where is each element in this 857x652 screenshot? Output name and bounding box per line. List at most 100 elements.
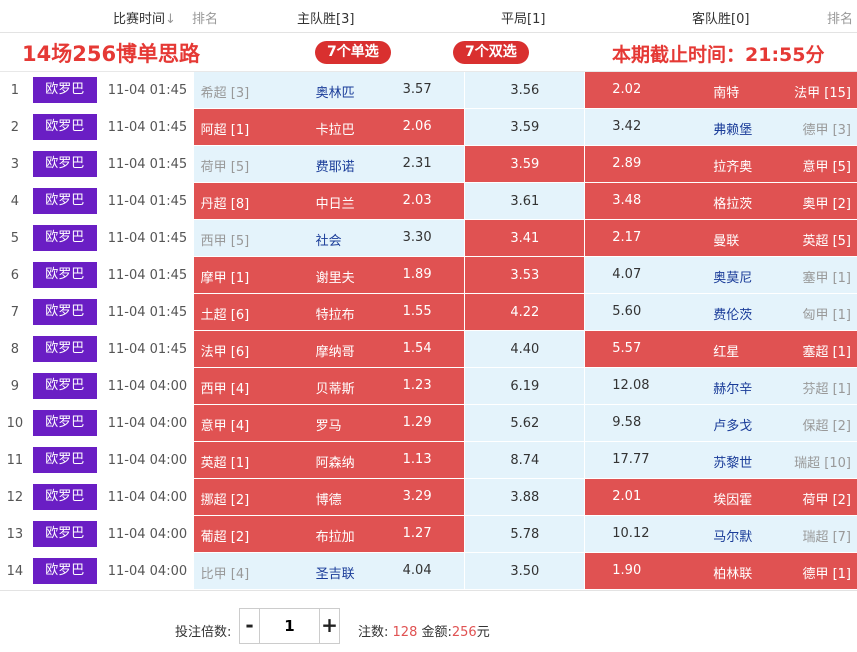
multiplier-stepper[interactable]: - + (239, 608, 340, 644)
draw-option[interactable]: 3.61 (464, 182, 586, 220)
league-cell: 欧罗巴 (29, 515, 100, 553)
away-win-option[interactable]: 3.48 格拉茨 奥甲 [2] (584, 182, 857, 220)
draw-option[interactable]: 3.88 (464, 478, 586, 516)
away-team: 曼联 (713, 234, 740, 249)
home-win-option[interactable]: 挪超 [2] 博德 3.29 (193, 478, 465, 516)
league-badge[interactable]: 欧罗巴 (32, 410, 97, 436)
home-rank: 阿超 [1] (200, 123, 250, 138)
table-row: 13 欧罗巴 11-04 04:00 葡超 [2] 布拉加 1.27 5.78 10.12 马尔… (0, 515, 857, 553)
away-win-option[interactable]: 2.01 埃因霍 荷甲 [2] (584, 478, 857, 516)
home-odds: 2.03 (402, 193, 432, 208)
home-win-option[interactable]: 荷甲 [5] 费耶诺 2.31 (193, 145, 465, 183)
away-win-option[interactable]: 2.17 曼联 英超 [5] (584, 219, 857, 257)
match-time: 11-04 01:45 (99, 330, 194, 368)
away-odds: 3.42 (612, 119, 642, 134)
home-win-option[interactable]: 丹超 [8] 中日兰 2.03 (193, 182, 465, 220)
draw-option[interactable]: 6.19 (464, 367, 586, 405)
home-team: 中日兰 (315, 197, 355, 212)
home-team: 博德 (315, 493, 342, 508)
home-team: 阿森纳 (315, 456, 355, 471)
draw-option[interactable]: 4.22 (464, 293, 586, 331)
match-time-header[interactable]: 比赛时间↓ (113, 8, 176, 27)
away-rank: 德甲 [3] (802, 123, 851, 138)
draw-option[interactable]: 3.41 (464, 219, 586, 257)
away-rank: 德甲 [1] (802, 567, 851, 582)
home-odds: 3.57 (402, 82, 432, 97)
home-win-option[interactable]: 比甲 [4] 圣吉联 4.04 (193, 552, 465, 590)
home-rank: 挪超 [2] (200, 493, 250, 508)
league-cell: 欧罗巴 (29, 72, 100, 109)
league-badge[interactable]: 欧罗巴 (32, 299, 97, 325)
away-win-option[interactable]: 9.58 卢多戈 保超 [2] (584, 404, 857, 442)
table-row: 12 欧罗巴 11-04 04:00 挪超 [2] 博德 3.29 3.88 2.01 埃因霍 荷… (0, 478, 857, 516)
league-badge[interactable]: 欧罗巴 (32, 262, 97, 288)
league-badge[interactable]: 欧罗巴 (32, 373, 97, 399)
match-time: 11-04 01:45 (99, 145, 194, 183)
away-win-option[interactable]: 2.02 南特 法甲 [15] (584, 72, 857, 109)
row-index: 4 (0, 182, 30, 220)
draw-option[interactable]: 3.56 (464, 72, 586, 109)
away-win-option[interactable]: 5.60 费伦茨 匈甲 [1] (584, 293, 857, 331)
table-row: 8 欧罗巴 11-04 01:45 法甲 [6] 摩纳哥 1.54 4.40 5.57 红星 塞超… (0, 330, 857, 368)
away-rank: 荷甲 [2] (802, 493, 851, 508)
away-win-option[interactable]: 5.57 红星 塞超 [1] (584, 330, 857, 368)
league-badge[interactable]: 欧罗巴 (32, 114, 97, 140)
summary-banner: 14场256博单思路 7个单选 7个双选 本期截止时间：21:55分 (0, 33, 857, 72)
home-win-option[interactable]: 土超 [6] 特拉布 1.55 (193, 293, 465, 331)
home-odds: 3.29 (402, 489, 432, 504)
league-badge[interactable]: 欧罗巴 (32, 447, 97, 473)
match-time-label: 比赛时间 (113, 12, 166, 27)
home-win-option[interactable]: 葡超 [2] 布拉加 1.27 (193, 515, 465, 553)
away-team: 卢多戈 (713, 419, 753, 434)
multiplier-input[interactable] (260, 609, 319, 643)
home-team: 特拉布 (315, 308, 355, 323)
draw-option[interactable]: 4.40 (464, 330, 586, 368)
away-win-option[interactable]: 12.08 赫尔辛 芬超 [1] (584, 367, 857, 405)
away-win-header: 客队胜[0] (692, 12, 750, 27)
match-time: 11-04 01:45 (99, 182, 194, 220)
away-win-option[interactable]: 10.12 马尔默 瑞超 [7] (584, 515, 857, 553)
draw-option[interactable]: 5.78 (464, 515, 586, 553)
draw-option[interactable]: 3.59 (464, 108, 586, 146)
away-odds: 2.89 (612, 156, 642, 171)
away-win-option[interactable]: 3.42 弗赖堡 德甲 [3] (584, 108, 857, 146)
league-badge[interactable]: 欧罗巴 (32, 558, 97, 584)
draw-option[interactable]: 3.50 (464, 552, 586, 590)
draw-option[interactable]: 8.74 (464, 441, 586, 479)
league-badge[interactable]: 欧罗巴 (32, 77, 97, 103)
draw-option[interactable]: 3.59 (464, 145, 586, 183)
minus-button[interactable]: - (240, 609, 260, 643)
home-win-option[interactable]: 希超 [3] 奥林匹 3.57 (193, 72, 465, 109)
plus-button[interactable]: + (319, 609, 339, 643)
home-rank: 葡超 [2] (200, 530, 250, 545)
away-odds: 2.02 (612, 82, 642, 97)
draw-option[interactable]: 3.53 (464, 256, 586, 294)
row-index: 7 (0, 293, 30, 331)
league-badge[interactable]: 欧罗巴 (32, 151, 97, 177)
home-win-option[interactable]: 西甲 [4] 贝蒂斯 1.23 (193, 367, 465, 405)
away-win-option[interactable]: 4.07 奥莫尼 塞甲 [1] (584, 256, 857, 294)
draw-option[interactable]: 5.62 (464, 404, 586, 442)
league-badge[interactable]: 欧罗巴 (32, 484, 97, 510)
home-win-option[interactable]: 法甲 [6] 摩纳哥 1.54 (193, 330, 465, 368)
home-win-option[interactable]: 阿超 [1] 卡拉巴 2.06 (193, 108, 465, 146)
away-win-option[interactable]: 2.89 拉齐奥 意甲 [5] (584, 145, 857, 183)
match-time: 11-04 01:45 (99, 256, 194, 294)
home-win-option[interactable]: 西甲 [5] 社会 3.30 (193, 219, 465, 257)
league-badge[interactable]: 欧罗巴 (32, 225, 97, 251)
away-win-option[interactable]: 1.90 柏林联 德甲 [1] (584, 552, 857, 590)
away-team: 赫尔辛 (713, 382, 753, 397)
home-win-option[interactable]: 摩甲 [1] 谢里夫 1.89 (193, 256, 465, 294)
away-team: 弗赖堡 (713, 123, 753, 138)
row-index: 12 (0, 478, 30, 516)
away-odds: 5.57 (612, 341, 642, 356)
away-rank: 英超 [5] (802, 234, 851, 249)
home-win-option[interactable]: 意甲 [4] 罗马 1.29 (193, 404, 465, 442)
away-team: 红星 (713, 345, 740, 360)
away-win-option[interactable]: 17.77 苏黎世 瑞超 [10] (584, 441, 857, 479)
home-win-option[interactable]: 英超 [1] 阿森纳 1.13 (193, 441, 465, 479)
league-badge[interactable]: 欧罗巴 (32, 188, 97, 214)
league-badge[interactable]: 欧罗巴 (32, 521, 97, 547)
away-team: 南特 (713, 86, 740, 101)
league-badge[interactable]: 欧罗巴 (32, 336, 97, 362)
